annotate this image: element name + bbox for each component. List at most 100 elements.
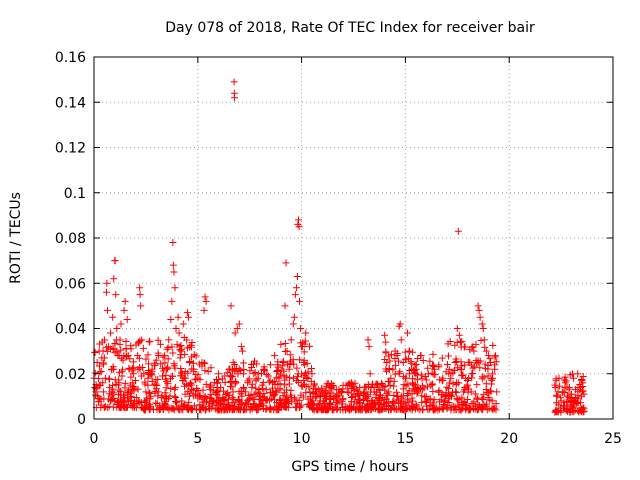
data-point	[184, 313, 192, 321]
data-point	[352, 392, 360, 400]
data-point	[279, 392, 287, 400]
data-point	[242, 388, 250, 396]
data-point	[245, 375, 253, 383]
data-point	[316, 400, 324, 408]
data-point	[466, 358, 474, 366]
data-point	[378, 379, 386, 387]
data-point	[144, 381, 152, 389]
data-point	[153, 400, 161, 408]
data-point	[414, 388, 422, 396]
data-point	[233, 325, 241, 332]
data-point	[451, 358, 459, 366]
data-point	[354, 396, 362, 404]
data-point	[259, 384, 267, 392]
data-point	[246, 367, 254, 375]
data-point	[240, 359, 248, 367]
data-point	[173, 340, 181, 348]
data-point	[353, 400, 361, 408]
data-point	[176, 354, 184, 362]
data-point	[126, 381, 134, 389]
data-point	[101, 374, 109, 382]
data-point	[168, 297, 176, 305]
data-point	[139, 344, 147, 352]
data-point	[294, 373, 302, 381]
data-point	[183, 309, 191, 317]
data-point	[479, 405, 487, 413]
data-point	[248, 383, 256, 391]
data-point	[287, 336, 295, 344]
data-point	[443, 404, 451, 412]
data-point	[469, 364, 477, 372]
data-point	[163, 365, 171, 373]
data-point	[444, 352, 452, 360]
data-point	[439, 374, 447, 382]
data-point	[436, 398, 444, 406]
data-point	[477, 337, 485, 345]
data-point	[308, 400, 316, 408]
data-point	[356, 406, 364, 414]
data-point	[122, 337, 130, 345]
data-point	[231, 94, 239, 102]
data-point	[304, 374, 312, 382]
data-point	[105, 375, 113, 383]
data-point	[221, 372, 229, 380]
data-point	[239, 370, 247, 378]
data-point	[190, 351, 198, 359]
data-point	[462, 405, 470, 413]
data-point	[235, 320, 243, 328]
data-point	[487, 375, 495, 383]
data-point	[481, 343, 489, 351]
data-point	[202, 297, 210, 305]
plot-frame	[93, 56, 614, 420]
data-point	[492, 406, 500, 414]
data-point	[395, 357, 403, 365]
data-point	[366, 370, 374, 378]
data-point	[480, 336, 488, 344]
data-point	[393, 388, 401, 396]
data-point	[109, 344, 117, 352]
data-point	[230, 78, 238, 86]
data-point	[396, 368, 404, 376]
data-point	[136, 337, 144, 345]
data-point	[473, 406, 481, 414]
y-tick-label: 0.08	[55, 231, 86, 247]
data-point	[443, 361, 451, 369]
data-point	[552, 407, 560, 415]
data-point	[196, 392, 204, 400]
data-point	[285, 380, 293, 388]
data-point	[258, 381, 266, 389]
data-point	[142, 398, 150, 406]
data-point	[565, 383, 573, 391]
data-point	[165, 336, 173, 344]
data-point	[238, 392, 246, 400]
data-point	[438, 404, 446, 412]
data-point	[154, 388, 162, 396]
data-point	[186, 343, 194, 351]
data-point	[474, 400, 482, 408]
data-point	[456, 338, 464, 346]
data-point	[227, 302, 235, 310]
data-point	[295, 223, 303, 231]
data-point	[430, 365, 438, 373]
data-point	[409, 404, 417, 412]
x-tick-label: 15	[396, 431, 414, 447]
data-point	[177, 347, 185, 355]
data-point	[113, 403, 121, 411]
data-point	[283, 386, 291, 394]
data-point	[342, 382, 350, 390]
data-point	[263, 371, 271, 379]
data-point	[112, 291, 120, 299]
data-point	[255, 385, 263, 393]
data-point	[395, 370, 403, 378]
data-point	[161, 359, 169, 367]
data-point	[455, 395, 463, 403]
data-point	[181, 374, 189, 382]
data-point	[150, 361, 158, 369]
data-point	[406, 347, 414, 355]
data-point	[403, 392, 411, 400]
data-point	[154, 375, 162, 383]
data-point	[110, 389, 118, 397]
data-point	[314, 406, 322, 414]
data-point	[120, 306, 128, 314]
data-point	[447, 370, 455, 378]
